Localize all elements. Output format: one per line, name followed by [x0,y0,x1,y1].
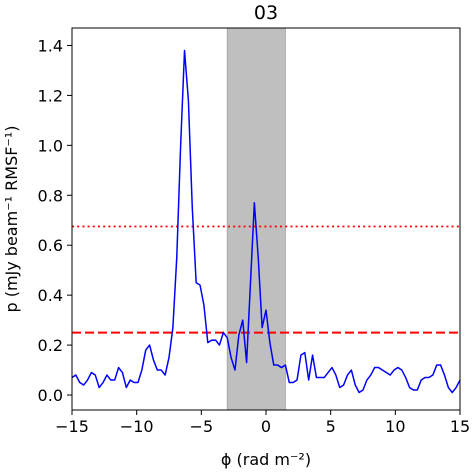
shaded-band-layer [226,27,286,411]
shaded-band [226,27,286,411]
x-axis-ticks: −15 −10 −5 0 5 10 15 [55,410,470,436]
x-tick-label: 10 [385,417,405,436]
x-axis-label: ϕ (rad m⁻²) [221,450,311,469]
x-tick-label: 15 [450,417,470,436]
x-tick-label: −10 [120,417,154,436]
chart-title: 03 [254,2,278,24]
series-layer [71,49,461,394]
y-tick-label: 0.6 [38,236,63,255]
y-tick-label: 1.0 [38,136,63,155]
series-line [71,49,461,394]
y-tick-label: 0.4 [38,286,63,305]
y-axis-label: p (mJy beam⁻¹ RMSF⁻¹) [2,125,21,312]
x-tick-label: −15 [55,417,89,436]
y-tick-label: 0.0 [38,386,63,405]
x-tick-label: −5 [190,417,214,436]
threshold-lines-layer [72,225,460,334]
y-tick-label: 0.8 [38,186,63,205]
y-tick-label: 1.2 [38,86,63,105]
y-tick-label: 1.4 [38,36,63,55]
y-axis-ticks: 0.0 0.2 0.4 0.6 0.8 1.0 1.2 1.4 [38,36,72,405]
x-tick-label: 5 [326,417,336,436]
x-tick-label: 0 [261,417,271,436]
y-tick-label: 0.2 [38,336,63,355]
